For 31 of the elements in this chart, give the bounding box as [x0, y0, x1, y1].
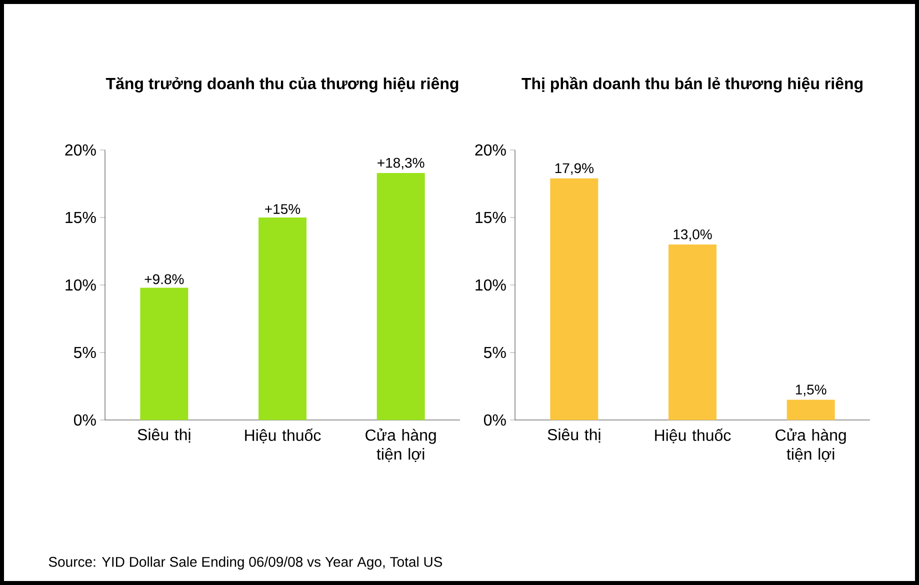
data-label: +9.8%: [144, 274, 184, 284]
data-label: +15%: [265, 204, 300, 214]
x-tick-label: Siêu thị: [548, 428, 600, 443]
y-tick-label: 15%: [476, 212, 506, 224]
y-tick-label: 20%: [65, 144, 96, 156]
bar: [668, 244, 716, 420]
bar: [258, 217, 306, 420]
data-label: 1,5%: [796, 384, 826, 396]
source-note: Source: YID Dollar Sale Ending 06/09/08 vs Year Ago, Total US: [48, 556, 442, 570]
y-tick-label: 10%: [476, 279, 506, 291]
x-tick-label: Cửa hàng tiện lợi: [366, 428, 436, 462]
bar: [786, 400, 835, 420]
x-tick-label: Siêu thị: [138, 428, 190, 443]
bar: [140, 288, 188, 420]
x-tick-label: Hiệu thuốc: [655, 428, 731, 444]
bar: [550, 178, 598, 420]
y-tick-label: 15%: [66, 212, 96, 224]
bar: [376, 172, 425, 420]
y-tick-label: 0%: [74, 414, 96, 426]
y-tick-label: 5%: [74, 346, 96, 358]
y-tick-label: 0%: [484, 414, 506, 426]
x-tick-label: Hiệu thuốc: [245, 428, 321, 444]
chart-title: Thị phần doanh thu bán lẻ thương hiệu riêng: [522, 76, 862, 92]
y-tick-label: 10%: [66, 279, 96, 291]
y-tick-label: 20%: [475, 144, 506, 156]
x-tick-label: Cửa hàng tiện lợi: [776, 428, 846, 462]
chart-title: Tăng trưởng doanh thu của thương hiệu riêng: [106, 77, 458, 92]
data-label: +18,3%: [378, 158, 424, 170]
data-label: 17,9%: [555, 163, 594, 175]
y-tick-label: 5%: [484, 346, 506, 358]
data-label: 13,0%: [674, 229, 712, 241]
